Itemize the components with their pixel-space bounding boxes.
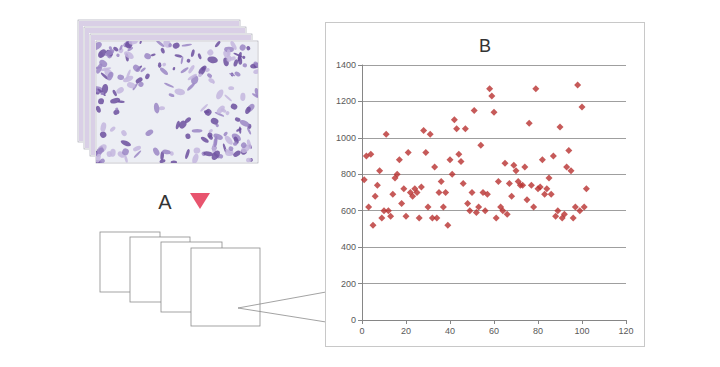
svg-text:60: 60 xyxy=(489,326,499,336)
svg-text:40: 40 xyxy=(445,326,455,336)
svg-text:1200: 1200 xyxy=(336,96,356,106)
svg-text:0: 0 xyxy=(351,315,356,325)
svg-text:100: 100 xyxy=(574,326,589,336)
svg-text:B: B xyxy=(479,36,491,56)
svg-text:1000: 1000 xyxy=(336,133,356,143)
svg-text:800: 800 xyxy=(341,169,356,179)
svg-text:80: 80 xyxy=(533,326,543,336)
svg-text:400: 400 xyxy=(341,242,356,252)
svg-text:120: 120 xyxy=(618,326,633,336)
svg-text:0: 0 xyxy=(359,326,364,336)
svg-text:A: A xyxy=(158,191,172,213)
svg-text:200: 200 xyxy=(341,279,356,289)
svg-text:1400: 1400 xyxy=(336,60,356,70)
svg-text:20: 20 xyxy=(401,326,411,336)
svg-text:600: 600 xyxy=(341,206,356,216)
